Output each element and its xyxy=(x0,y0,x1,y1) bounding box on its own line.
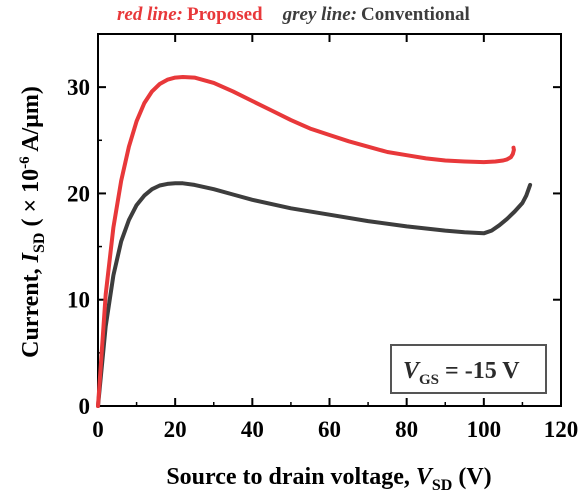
x-axis-label-subscript: SD xyxy=(432,477,452,494)
vgs-symbol: V xyxy=(403,358,421,384)
y-axis-ticks: 0 10 20 30 xyxy=(67,75,561,419)
legend-red-name: Proposed xyxy=(187,4,263,25)
x-tick-label: 0 xyxy=(92,417,104,442)
vgs-value: = -15 V xyxy=(439,358,520,384)
y-tick-label: 20 xyxy=(67,181,90,206)
x-tick-label: 60 xyxy=(318,417,341,442)
y-axis-label-prefix: Current, xyxy=(18,262,44,358)
x-tick-label: 80 xyxy=(395,417,418,442)
x-tick-label: 120 xyxy=(544,417,579,442)
series-line-conventional xyxy=(96,181,533,408)
y-axis-label: Current, ISD ( × 10-6 A/μm) xyxy=(17,86,48,358)
y-tick-label: 0 xyxy=(79,394,91,419)
x-axis-ticks: 0 20 40 60 80 100 120 xyxy=(92,34,578,442)
vgs-annotation: VGS = -15 V xyxy=(390,344,547,394)
legend-text: red line: Proposed grey line: Conventional xyxy=(117,4,470,25)
y-axis-label-unit-close: A/μm) xyxy=(18,86,44,156)
vgs-subscript: GS xyxy=(419,372,439,388)
vgs-annotation-box xyxy=(390,344,547,394)
x-tick-label: 100 xyxy=(467,417,502,442)
vgs-annotation-text: VGS = -15 V xyxy=(403,358,520,388)
x-tick-label: 20 xyxy=(164,417,187,442)
x-axis-label-text: Source to drain voltage, xyxy=(166,464,416,490)
series-layer xyxy=(96,75,533,408)
y-axis-label-unit-open: ( × 10 xyxy=(18,169,44,233)
legend-grey-label: grey line: xyxy=(282,4,357,25)
y-axis-label-subscript: SD xyxy=(31,233,48,253)
x-axis-label-unit: (V) xyxy=(452,464,491,490)
x-axis-label-symbol: V xyxy=(416,464,434,490)
y-axis-label-symbol: I xyxy=(18,251,44,263)
x-tick-label: 40 xyxy=(241,417,264,442)
y-tick-label: 30 xyxy=(67,75,90,100)
legend-red-label: red line: xyxy=(117,4,183,25)
series-line-proposed xyxy=(96,75,516,408)
legend-grey-name: Conventional xyxy=(361,4,470,25)
y-tick-label: 10 xyxy=(67,288,90,313)
x-axis-label: Source to drain voltage, VSD (V) xyxy=(166,464,491,494)
y-axis-label-unit-exp: -6 xyxy=(17,156,33,169)
